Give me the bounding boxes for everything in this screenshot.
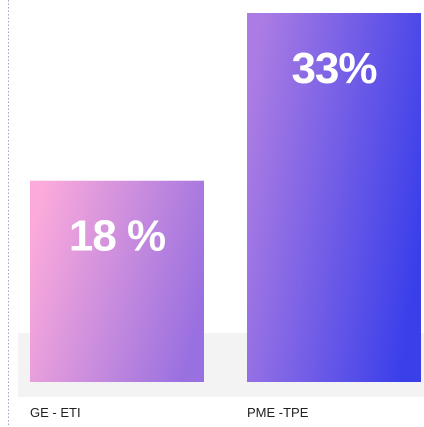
value-label: 18 % (69, 212, 165, 261)
category-label: PME -TPE (247, 405, 309, 420)
value-label: 33% (291, 44, 376, 93)
category-label: GE - ETI (30, 405, 81, 420)
bar (247, 13, 421, 382)
bar (30, 180, 204, 382)
